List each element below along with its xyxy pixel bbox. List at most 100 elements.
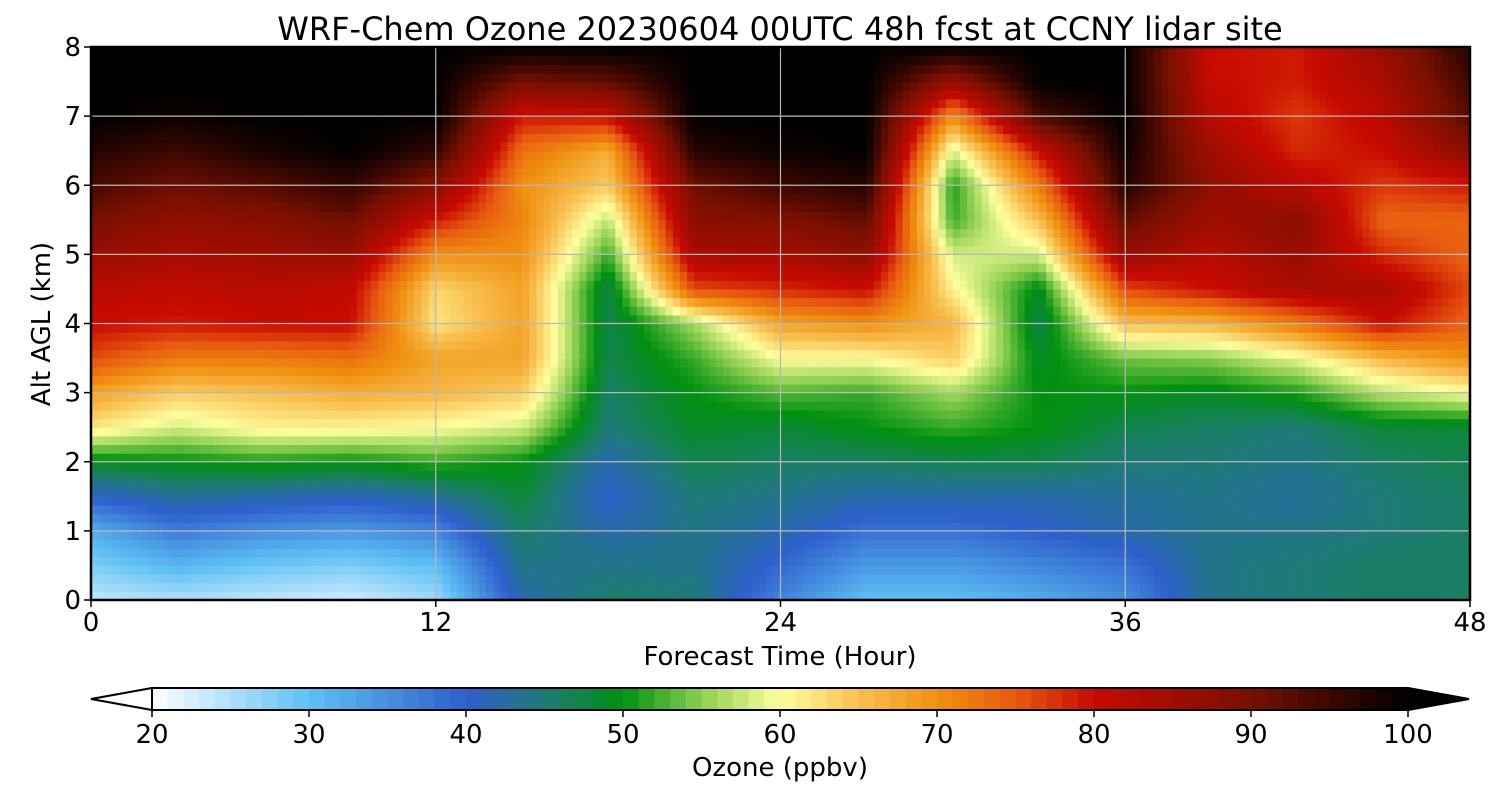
heatmap-cell <box>1204 392 1213 402</box>
heatmap-cell <box>320 461 329 471</box>
heatmap-cell <box>529 556 537 567</box>
heatmap-cell <box>234 530 243 541</box>
heatmap-cell <box>1369 530 1378 541</box>
heatmap-cell <box>1189 530 1198 541</box>
heatmap-cell <box>1405 453 1414 463</box>
heatmap-cell <box>1153 401 1162 411</box>
heatmap-cell <box>694 435 703 446</box>
heatmap-cell <box>119 530 128 541</box>
heatmap-cell <box>313 530 322 541</box>
heatmap-cell <box>802 470 810 480</box>
heatmap-cell <box>787 418 796 428</box>
heatmap-cell <box>493 427 501 437</box>
heatmap-cell <box>507 556 516 567</box>
heatmap-cell <box>457 383 466 394</box>
heatmap-cell <box>1362 401 1371 411</box>
heatmap-cell <box>1340 582 1349 592</box>
heatmap-cell <box>1039 539 1047 549</box>
heatmap-cell <box>644 522 652 532</box>
heatmap-cell <box>974 522 983 532</box>
heatmap-cell <box>1153 418 1162 428</box>
heatmap-cell <box>263 418 272 428</box>
heatmap-cell <box>514 427 523 437</box>
heatmap-cell <box>866 479 875 489</box>
heatmap-cell <box>1218 487 1227 497</box>
heatmap-cell <box>478 496 487 506</box>
heatmap-cell <box>1276 409 1284 420</box>
heatmap-cell <box>1046 496 1055 506</box>
heatmap-cell <box>220 453 229 463</box>
heatmap-cell <box>342 496 351 506</box>
heatmap-cell <box>105 444 114 454</box>
heatmap-cell <box>284 418 293 428</box>
heatmap-cell <box>112 435 121 446</box>
heatmap-cell <box>881 496 889 506</box>
heatmap-cell <box>794 530 803 541</box>
heatmap-cell <box>356 556 365 567</box>
heatmap-cell <box>565 375 573 385</box>
heatmap-cell <box>766 565 774 575</box>
heatmap-cell <box>708 409 717 420</box>
heatmap-cell <box>608 392 616 402</box>
heatmap-cell <box>1204 565 1213 575</box>
heatmap-cell <box>1297 556 1306 567</box>
heatmap-cell <box>507 461 516 471</box>
heatmap-cell <box>916 409 925 420</box>
heatmap-cell <box>823 479 832 489</box>
heatmap-cell <box>112 427 121 437</box>
heatmap-cell <box>895 409 904 420</box>
heatmap-cell <box>608 539 616 549</box>
heatmap-cell <box>98 522 106 532</box>
heatmap-cell <box>1168 418 1177 428</box>
heatmap-cell <box>974 530 983 541</box>
heatmap-cell <box>521 418 530 428</box>
heatmap-cell <box>845 487 853 497</box>
heatmap-cell <box>1103 565 1112 575</box>
heatmap-cell <box>701 375 710 385</box>
heatmap-cell <box>1182 470 1191 480</box>
heatmap-cell <box>1197 565 1205 575</box>
heatmap-cell <box>292 565 300 575</box>
heatmap-cell <box>852 461 861 471</box>
heatmap-cell <box>277 539 286 549</box>
heatmap-cell <box>715 444 724 454</box>
heatmap-cell <box>1347 427 1356 437</box>
heatmap-cell <box>134 487 142 497</box>
heatmap-cell <box>1455 504 1464 515</box>
heatmap-cell <box>234 487 243 497</box>
heatmap-cell <box>1082 401 1090 411</box>
heatmap-cell <box>1355 401 1363 411</box>
heatmap-cell <box>945 530 954 541</box>
heatmap-cell <box>909 522 918 532</box>
heatmap-cell <box>407 435 415 446</box>
heatmap-cell <box>1024 582 1033 592</box>
heatmap-cell <box>213 539 221 549</box>
heatmap-cell <box>1211 409 1220 420</box>
heatmap-cell <box>392 496 401 506</box>
heatmap-cell <box>572 461 580 471</box>
heatmap-cell <box>888 496 897 506</box>
heatmap-cell <box>651 427 660 437</box>
heatmap-cell <box>328 453 336 463</box>
heatmap-cell <box>981 427 990 437</box>
heatmap-cell <box>98 427 106 437</box>
heatmap-cell <box>888 375 897 385</box>
heatmap-cell <box>1139 574 1148 584</box>
heatmap-cell <box>766 539 774 549</box>
heatmap-cell <box>514 453 523 463</box>
heatmap-cell <box>1326 513 1335 523</box>
heatmap-cell <box>866 582 875 592</box>
heatmap-cell <box>1319 435 1327 446</box>
heatmap-cell <box>1340 453 1349 463</box>
heatmap-cell <box>1434 487 1442 497</box>
heatmap-cell <box>1024 401 1033 411</box>
heatmap-cell <box>967 383 976 394</box>
heatmap-cell <box>802 513 810 523</box>
heatmap-cell <box>1383 522 1392 532</box>
heatmap-cell <box>780 591 789 600</box>
heatmap-cell <box>1017 539 1026 549</box>
heatmap-cell <box>471 522 480 532</box>
heatmap-cell <box>98 513 106 523</box>
heatmap-cell <box>802 539 810 549</box>
heatmap-cell <box>328 409 336 420</box>
